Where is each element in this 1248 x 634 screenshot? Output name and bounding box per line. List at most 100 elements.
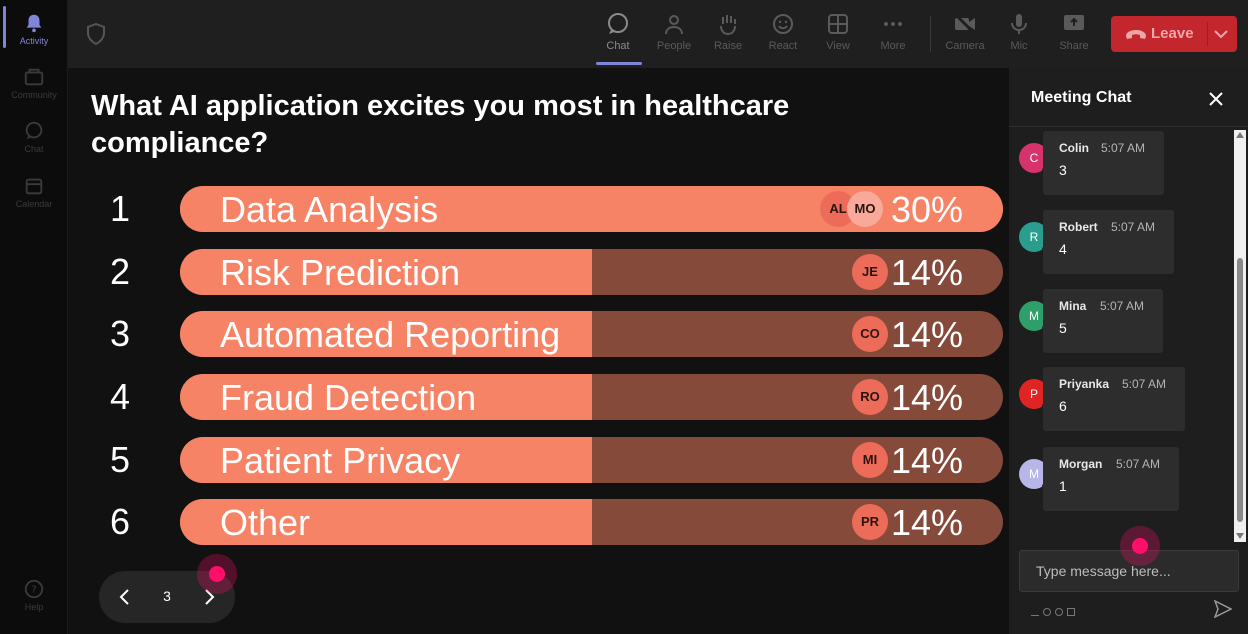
option-rank: 4 xyxy=(109,376,131,417)
shield-icon[interactable] xyxy=(86,23,106,45)
voter-avatar: PR xyxy=(852,504,888,540)
toolbar-button-label: People xyxy=(656,40,692,52)
meeting-chat-panel: Meeting Chat C Colin 5:07 AM 3 R Robert … xyxy=(1009,68,1248,634)
chevron-down-icon[interactable] xyxy=(1213,27,1229,41)
option-rank: 6 xyxy=(109,501,131,542)
option-bar: Other PR 14% xyxy=(180,499,1003,545)
message-time: 5:07 AM xyxy=(1122,377,1167,391)
option-percent: 30% xyxy=(890,189,963,230)
chat-message-input[interactable] xyxy=(1019,550,1239,592)
option-bar-fill xyxy=(180,499,593,545)
poll-question: What AI application excites you most in … xyxy=(91,90,790,159)
rail-item-label: Calendar xyxy=(15,199,53,209)
toolbar-camera-button[interactable]: Camera xyxy=(939,8,991,64)
sender-name: Colin xyxy=(1059,141,1089,155)
svg-text:?: ? xyxy=(31,585,36,596)
camera-off-icon xyxy=(954,13,976,35)
toolbar-share-button[interactable]: Share xyxy=(1048,8,1100,64)
chat-scrollbar[interactable] xyxy=(1234,130,1246,542)
attach-icon[interactable] xyxy=(1043,608,1051,616)
scrollbar-thumb[interactable] xyxy=(1237,258,1243,522)
poll-option-row: 3 Automated Reporting CO 14% xyxy=(68,311,1008,357)
emoji-icon[interactable] xyxy=(1055,608,1063,616)
toolbar-button-label: Raise xyxy=(713,40,743,52)
option-label: Patient Privacy xyxy=(220,440,461,481)
share-icon xyxy=(1064,15,1084,30)
option-percent: 14% xyxy=(890,252,963,293)
calendar-icon xyxy=(25,178,43,195)
rail-item-calendar[interactable]: Calendar xyxy=(0,175,68,209)
chat-message-list: C Colin 5:07 AM 3 R Robert 5:07 AM 4 M M… xyxy=(1009,128,1248,542)
click-indicator xyxy=(1132,538,1148,554)
option-bar-fill xyxy=(180,311,593,357)
chat-icon xyxy=(25,121,43,140)
poll-option-row: 1 Data Analysis AL MO 30% xyxy=(68,186,1008,232)
scroll-up-arrow-icon[interactable] xyxy=(1236,132,1244,138)
message-bubble: Colin 5:07 AM 3 xyxy=(1043,131,1164,195)
option-label: Other xyxy=(220,502,311,543)
grid-view-icon xyxy=(828,14,848,34)
option-bar: Risk Prediction JE 14% xyxy=(180,249,1003,295)
mic-icon xyxy=(1011,14,1027,34)
option-rank: 1 xyxy=(109,188,131,229)
chevron-left-icon[interactable] xyxy=(115,587,135,607)
rail-item-help[interactable]: ? Help xyxy=(0,578,68,612)
leave-label: Leave xyxy=(1151,25,1194,42)
option-percent: 14% xyxy=(890,377,963,418)
sender-name: Morgan xyxy=(1059,457,1103,471)
option-bar-fill xyxy=(180,437,593,483)
message-text: 3 xyxy=(1059,162,1067,178)
send-icon[interactable] xyxy=(1214,600,1232,618)
toolbar-more-button[interactable]: More xyxy=(867,8,919,64)
toolbar-button-label: Camera xyxy=(945,40,985,52)
toolbar-divider xyxy=(930,16,931,52)
rail-item-chat[interactable]: Chat xyxy=(0,120,68,154)
option-bar: Data Analysis AL MO 30% xyxy=(180,186,1003,232)
format-icon[interactable] xyxy=(1031,608,1039,616)
rail-item-community[interactable]: Community xyxy=(0,66,68,100)
toolbar-view-button[interactable]: View xyxy=(812,8,864,64)
option-rank: 5 xyxy=(109,439,131,480)
message-text: 1 xyxy=(1059,478,1067,494)
toolbar-button-label: Share xyxy=(1059,40,1089,52)
click-indicator xyxy=(209,566,225,582)
chat-message: M Morgan 5:07 AM 1 xyxy=(1009,447,1248,511)
chat-bubble-icon xyxy=(608,13,628,34)
poll-results-panel: What AI application excites you most in … xyxy=(68,68,1008,634)
scroll-down-arrow-icon[interactable] xyxy=(1236,533,1244,539)
option-label: Automated Reporting xyxy=(220,314,561,355)
toolbar-chat-button[interactable]: Chat xyxy=(592,8,644,64)
meeting-toolbar: Chat People Raise React View More Camera… xyxy=(68,0,1248,68)
option-percent: 14% xyxy=(890,440,963,481)
toolbar-raise-button[interactable]: Raise xyxy=(702,8,754,64)
help-icon: ? xyxy=(24,579,44,599)
people-icon xyxy=(665,15,683,35)
poll-option-row: 5 Patient Privacy MI 14% xyxy=(68,437,1008,483)
sender-name: Mina xyxy=(1059,299,1087,313)
close-icon[interactable] xyxy=(1207,90,1225,108)
chat-message: C Colin 5:07 AM 3 xyxy=(1009,131,1248,195)
chat-message: R Robert 5:07 AM 4 xyxy=(1009,210,1248,274)
toolbar-button-label: View xyxy=(826,40,850,52)
voter-avatar: RO xyxy=(852,379,888,415)
chat-header-divider xyxy=(1009,126,1248,127)
rail-item-activity[interactable]: Activity xyxy=(0,12,68,46)
option-percent: 14% xyxy=(890,314,963,355)
rail-item-label: Community xyxy=(11,90,57,100)
chat-message: P Priyanka 5:07 AM 6 xyxy=(1009,367,1248,431)
message-bubble: Priyanka 5:07 AM 6 xyxy=(1043,367,1185,431)
poll-option-row: 4 Fraud Detection RO 14% xyxy=(68,374,1008,420)
toolbar-mic-button[interactable]: Mic xyxy=(993,8,1045,64)
message-text: 5 xyxy=(1059,320,1067,336)
leave-button[interactable]: Leave xyxy=(1111,16,1237,52)
toolbar-people-button[interactable]: People xyxy=(648,8,700,64)
option-label: Fraud Detection xyxy=(220,377,477,418)
sender-name: Priyanka xyxy=(1059,377,1110,391)
toolbar-react-button[interactable]: React xyxy=(757,8,809,64)
gif-icon[interactable] xyxy=(1067,608,1075,616)
option-bar: Fraud Detection RO 14% xyxy=(180,374,1003,420)
voter-avatar: MI xyxy=(852,442,888,478)
toolbar-button-label: More xyxy=(880,40,906,52)
chevron-right-icon[interactable] xyxy=(199,587,219,607)
message-bubble: Robert 5:07 AM 4 xyxy=(1043,210,1174,274)
